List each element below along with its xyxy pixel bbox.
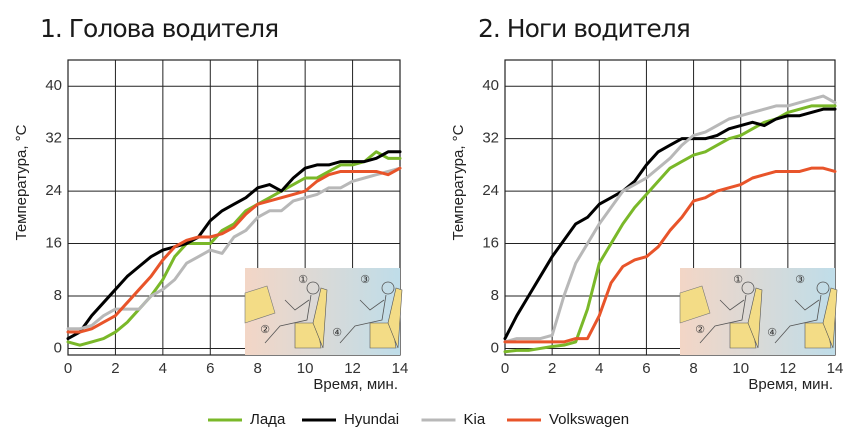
inset-dashboard: [244, 285, 276, 324]
inset-body: [774, 294, 822, 344]
inset-label: ①: [298, 274, 308, 286]
inset-label: ④: [332, 327, 342, 339]
x-tick-label: 6: [642, 360, 650, 377]
plot-frame: [67, 59, 401, 356]
data-line: [66, 150, 402, 347]
inset-body: [339, 294, 387, 344]
x-tick-label: 14: [827, 360, 844, 377]
y-tick-label: 32: [45, 130, 62, 147]
x-axis-label: Время, мин.: [748, 376, 833, 393]
y-tick-label: 8: [491, 287, 499, 304]
inset-label: ①: [733, 274, 743, 286]
x-tick-label: 4: [595, 360, 603, 377]
plot-frame: [504, 59, 836, 356]
data-line: [66, 150, 402, 341]
legend-label: Volkswagen: [549, 411, 629, 428]
y-axis-label: Температура, °С: [13, 124, 30, 240]
inset-seat-back: [747, 287, 763, 349]
inset-arm: [794, 299, 820, 311]
y-tick-label: 0: [491, 339, 499, 356]
legend-label: Лада: [250, 411, 286, 428]
inset-body: [699, 294, 747, 344]
inset-head: [381, 281, 395, 295]
y-tick-label: 24: [45, 182, 62, 199]
x-tick-label: 0: [501, 360, 509, 377]
inset-label: ④: [767, 327, 777, 339]
inset-head: [741, 281, 755, 295]
y-tick-label: 40: [482, 77, 499, 94]
x-tick-label: 10: [732, 360, 749, 377]
x-tick-label: 12: [780, 360, 797, 377]
legend-label: Kia: [464, 411, 486, 428]
y-tick-label: 8: [54, 287, 62, 304]
x-tick-label: 6: [206, 360, 214, 377]
data-line: [503, 94, 837, 344]
inset-head: [306, 281, 320, 295]
x-tick-label: 2: [548, 360, 556, 377]
y-tick-label: 40: [45, 77, 62, 94]
inset-seat-back: [822, 287, 838, 349]
inset-arm: [359, 299, 385, 311]
data-line: [503, 166, 837, 344]
y-tick-label: 16: [482, 235, 499, 252]
inset-body: [264, 294, 312, 344]
legend-label: Hyundai: [344, 411, 399, 428]
inset-head: [816, 281, 830, 295]
x-tick-label: 8: [689, 360, 697, 377]
y-tick-label: 16: [45, 235, 62, 252]
chart-title: 1. Голова водителя: [40, 14, 278, 43]
x-tick-label: 10: [297, 360, 314, 377]
y-tick-label: 0: [54, 339, 62, 356]
x-tick-label: 12: [344, 360, 361, 377]
x-axis-label: Время, мин.: [313, 376, 398, 393]
inset-label: ③: [795, 274, 805, 286]
x-tick-label: 14: [392, 360, 409, 377]
y-tick-label: 32: [482, 130, 499, 147]
x-tick-label: 2: [111, 360, 119, 377]
inset-arm: [719, 299, 745, 311]
inset-label: ②: [695, 324, 705, 336]
inset-seat-back: [387, 287, 403, 349]
inset-arm: [284, 299, 310, 311]
legend: Лада Hyundai Kia Volkswagen: [208, 411, 629, 428]
inset-dashboard: [679, 285, 711, 324]
y-axis-label: Температура, °С: [450, 124, 467, 240]
chart-title: 2. Ноги водителя: [478, 14, 690, 43]
inset-label: ③: [360, 274, 370, 286]
x-tick-label: 4: [159, 360, 167, 377]
inset-seat-back: [312, 287, 328, 349]
data-line: [503, 107, 837, 341]
x-tick-label: 8: [254, 360, 262, 377]
y-tick-label: 24: [482, 182, 499, 199]
data-line: [66, 166, 402, 334]
x-tick-label: 0: [64, 360, 72, 377]
inset-label: ②: [260, 324, 270, 336]
